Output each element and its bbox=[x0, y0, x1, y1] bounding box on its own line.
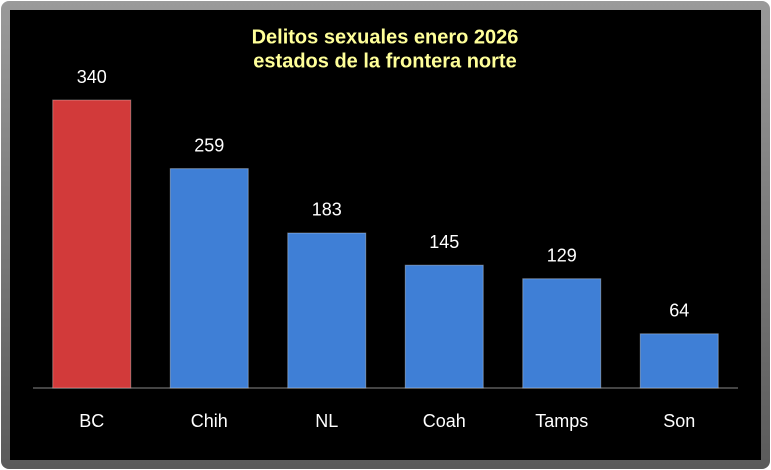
chart-subtitle: estados de la frontera norte bbox=[253, 50, 516, 72]
value-label: 340 bbox=[77, 67, 107, 87]
x-tick-label: BC bbox=[79, 411, 104, 431]
chart-title: Delitos sexuales enero 2026 bbox=[252, 26, 519, 48]
bar bbox=[404, 264, 484, 389]
x-tick-label: Coah bbox=[423, 411, 466, 431]
value-label: 183 bbox=[312, 200, 342, 220]
value-label: 259 bbox=[194, 135, 224, 155]
bar bbox=[287, 232, 367, 389]
bar bbox=[522, 278, 602, 389]
x-tick-label: Chih bbox=[191, 411, 228, 431]
bar bbox=[169, 168, 249, 389]
value-label: 145 bbox=[429, 232, 459, 252]
value-label: 129 bbox=[547, 245, 577, 265]
plot-background bbox=[10, 10, 761, 460]
x-tick-label: Son bbox=[663, 411, 695, 431]
bar bbox=[52, 99, 132, 389]
bar bbox=[639, 333, 719, 389]
x-tick-label: Tamps bbox=[535, 411, 588, 431]
value-label: 64 bbox=[669, 301, 689, 321]
x-tick-label: NL bbox=[315, 411, 338, 431]
